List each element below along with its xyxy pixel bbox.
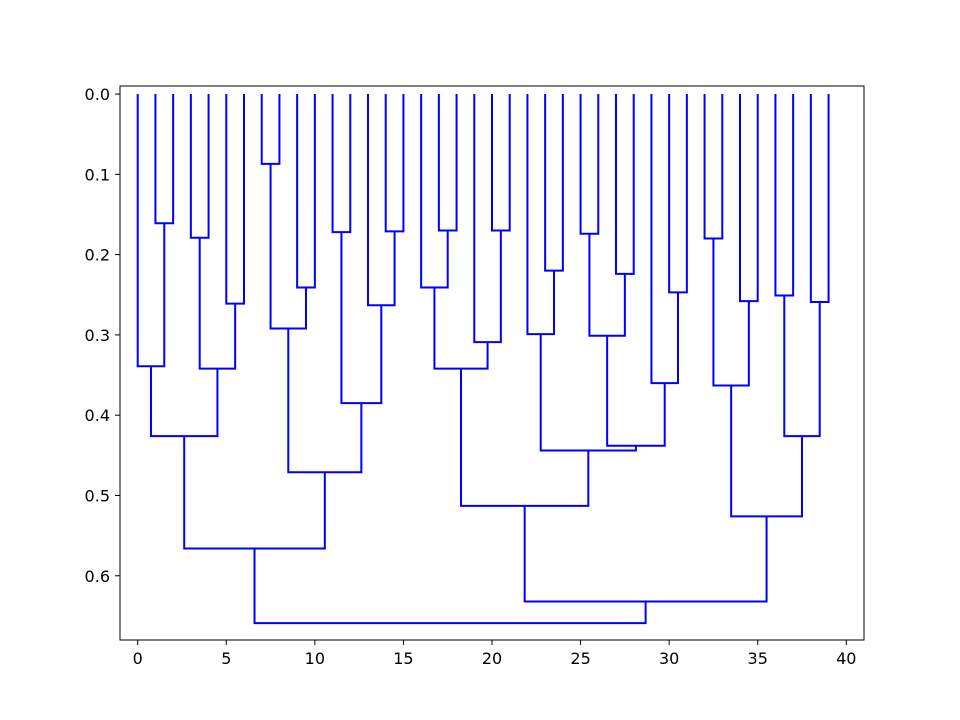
dendrogram-link-9: [333, 94, 351, 232]
dendrogram-link-27: [607, 336, 665, 446]
dendrogram-link-29: [461, 369, 588, 506]
dendrogram-link-25: [669, 94, 687, 292]
dendrogram-link-24: [589, 234, 624, 336]
dendrogram-link-35: [784, 296, 819, 437]
dendrogram-link-26: [651, 94, 678, 383]
dendrogram-link-18: [474, 94, 501, 342]
y-tick-label: 0.0: [85, 85, 110, 104]
dendrogram-link-23: [616, 94, 634, 274]
dendrogram-link-5: [151, 366, 217, 436]
dendrogram-link-17: [492, 94, 510, 230]
dendrogram-link-28: [541, 334, 636, 450]
x-tick-label: 5: [221, 649, 231, 668]
dendrogram-link-0: [155, 94, 173, 223]
dendrogram-link-10: [386, 94, 404, 231]
dendrogram-link-19: [434, 288, 487, 369]
dendrogram-link-14: [184, 436, 325, 548]
dendrogram-link-15: [439, 94, 457, 230]
y-tick-label: 0.6: [85, 567, 110, 586]
x-tick-label: 15: [393, 649, 413, 668]
dendrogram-link-11: [368, 94, 395, 305]
dendrogram-link-2: [191, 94, 209, 238]
dendrogram-link-7: [297, 94, 315, 287]
dendrogram-link-33: [775, 94, 793, 296]
x-tick-label: 35: [748, 649, 768, 668]
dendrogram-link-1: [138, 94, 165, 366]
dendrogram-links: [138, 94, 829, 623]
y-tick-label: 0.5: [85, 486, 110, 505]
dendrogram-link-22: [581, 94, 599, 234]
x-tick-label: 0: [133, 649, 143, 668]
dendrogram-link-21: [527, 94, 554, 334]
dendrogram-link-30: [705, 94, 723, 239]
dendrogram-link-12: [341, 232, 381, 403]
y-tick-label: 0.1: [85, 165, 110, 184]
y-axis: 0.0 0.1 0.2 0.3 0.4 0.5 0.6: [85, 85, 120, 586]
dendrogram-link-34: [811, 94, 829, 302]
dendrogram-link-13: [288, 328, 361, 472]
dendrogram-link-16: [421, 94, 448, 287]
dendrogram-link-32: [713, 239, 748, 386]
dendrogram-link-38: [255, 548, 646, 623]
x-tick-label: 10: [305, 649, 325, 668]
x-tick-label: 30: [659, 649, 679, 668]
y-tick-label: 0.4: [85, 406, 110, 425]
x-tick-label: 40: [836, 649, 856, 668]
dendrogram-link-8: [271, 164, 306, 329]
dendrogram-link-36: [731, 385, 802, 516]
x-axis: 0 5 10 15 20 25 30 35 40: [133, 640, 857, 668]
y-tick-label: 0.2: [85, 246, 110, 265]
x-tick-label: 25: [570, 649, 590, 668]
x-tick-label: 20: [482, 649, 502, 668]
dendrogram-link-37: [525, 506, 767, 602]
dendrogram-link-20: [545, 94, 563, 271]
dendrogram-link-3: [226, 94, 244, 304]
dendrogram-link-31: [740, 94, 758, 301]
dendrogram-link-6: [262, 94, 280, 164]
y-tick-label: 0.3: [85, 326, 110, 345]
